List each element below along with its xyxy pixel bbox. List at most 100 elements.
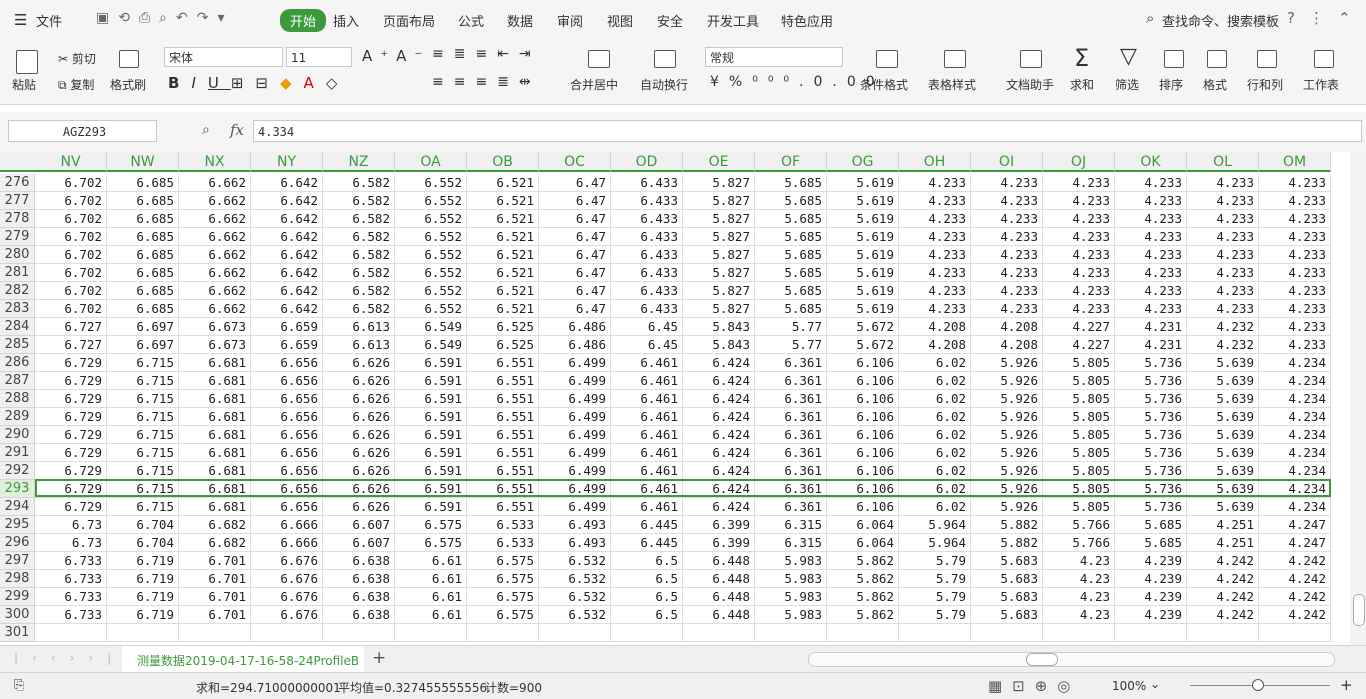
cell[interactable]: 4.242	[1187, 570, 1259, 588]
cell[interactable]: 6.499	[539, 444, 611, 462]
font-select[interactable]: 宋体	[164, 47, 283, 67]
cell[interactable]: 6.551	[467, 462, 539, 480]
cell[interactable]: 6.626	[323, 498, 395, 516]
cell[interactable]: 6.575	[467, 606, 539, 624]
cell[interactable]: 4.242	[1259, 588, 1331, 606]
cell[interactable]: 5.983	[755, 606, 827, 624]
cell[interactable]: 5.827	[683, 282, 755, 300]
cell[interactable]: 5.77	[755, 318, 827, 336]
cell[interactable]: 4.233	[899, 246, 971, 264]
cell[interactable]: 4.233	[899, 264, 971, 282]
cell[interactable]: 4.247	[1259, 534, 1331, 552]
cell[interactable]: 6.626	[323, 426, 395, 444]
cell[interactable]: 5.805	[1043, 462, 1115, 480]
row-number[interactable]: 282	[0, 282, 35, 300]
cell[interactable]: 6.676	[251, 588, 323, 606]
cell[interactable]: 6.45	[611, 318, 683, 336]
column-header[interactable]: NV	[35, 152, 107, 172]
cell[interactable]: 5.926	[971, 354, 1043, 372]
vertical-scrollbar[interactable]	[1350, 152, 1366, 645]
cell[interactable]: 4.233	[899, 174, 971, 192]
cell[interactable]: 6.45	[611, 336, 683, 354]
cell[interactable]: 6.02	[899, 426, 971, 444]
row-number[interactable]: 299	[0, 588, 35, 606]
cell[interactable]: 6.499	[539, 462, 611, 480]
cell[interactable]: 5.683	[971, 606, 1043, 624]
cell[interactable]: 4.232	[1187, 318, 1259, 336]
cell[interactable]: 6.676	[251, 606, 323, 624]
row-number[interactable]: 289	[0, 408, 35, 426]
sheet-tab[interactable]: 测量数据2019-04-17-16-58-24ProfileB	[122, 646, 364, 674]
column-header[interactable]: NZ	[323, 152, 395, 172]
cell[interactable]: 6.591	[395, 372, 467, 390]
cell[interactable]	[395, 624, 467, 642]
cell[interactable]: 6.638	[323, 606, 395, 624]
cell[interactable]: 4.233	[1259, 228, 1331, 246]
cell[interactable]: 6.702	[35, 174, 107, 192]
cell[interactable]: 6.5	[611, 606, 683, 624]
cell[interactable]: 5.79	[899, 570, 971, 588]
cell[interactable]: 5.827	[683, 210, 755, 228]
column-header[interactable]: OK	[1115, 152, 1187, 172]
cell[interactable]: 6.493	[539, 516, 611, 534]
copy-button[interactable]: ⧉ 复制	[58, 76, 94, 93]
cell[interactable]: 4.234	[1259, 390, 1331, 408]
cell[interactable]: 4.239	[1115, 588, 1187, 606]
cell[interactable]: 6.729	[35, 498, 107, 516]
cell[interactable]: 4.242	[1187, 588, 1259, 606]
cell[interactable]: 5.926	[971, 390, 1043, 408]
cell[interactable]: 6.642	[251, 264, 323, 282]
cell[interactable]: 4.242	[1259, 606, 1331, 624]
cell[interactable]: 5.683	[971, 588, 1043, 606]
cell[interactable]: 4.233	[1259, 246, 1331, 264]
ribbon-tab[interactable]: 公式	[458, 15, 485, 30]
cell[interactable]: 6.681	[179, 426, 251, 444]
cell[interactable]: 6.02	[899, 390, 971, 408]
cell[interactable]: 6.399	[683, 516, 755, 534]
cell[interactable]: 4.233	[899, 192, 971, 210]
cell[interactable]: 5.827	[683, 174, 755, 192]
cell[interactable]: 4.239	[1115, 570, 1187, 588]
cell[interactable]: 6.685	[107, 210, 179, 228]
cell[interactable]: 5.882	[971, 516, 1043, 534]
column-header[interactable]: OH	[899, 152, 971, 172]
h-scroll-thumb[interactable]	[1026, 653, 1058, 666]
cell[interactable]: 6.607	[323, 534, 395, 552]
cell[interactable]: 6.106	[827, 426, 899, 444]
filter-button[interactable]: 筛选	[1115, 78, 1140, 92]
cell[interactable]	[899, 624, 971, 642]
cell[interactable]: 6.521	[467, 246, 539, 264]
cell[interactable]	[755, 624, 827, 642]
cell[interactable]: 5.736	[1115, 408, 1187, 426]
cell[interactable]: 4.251	[1187, 534, 1259, 552]
cell[interactable]: 6.729	[35, 462, 107, 480]
cell[interactable]: 6.701	[179, 552, 251, 570]
cell[interactable]: 4.234	[1259, 354, 1331, 372]
cell[interactable]	[251, 624, 323, 642]
column-header[interactable]: NW	[107, 152, 179, 172]
cell[interactable]: 6.552	[395, 174, 467, 192]
cell[interactable]: 4.233	[1259, 174, 1331, 192]
cell[interactable]: 4.233	[1259, 282, 1331, 300]
cell[interactable]: 5.983	[755, 570, 827, 588]
cell[interactable]: 4.233	[1043, 264, 1115, 282]
cut-button[interactable]: ✂ 剪切	[58, 50, 96, 67]
font-grow-shrink[interactable]: A⁺A⁻	[362, 47, 431, 65]
doc-helper-button[interactable]: 文档助手	[1006, 78, 1055, 92]
scroll-thumb[interactable]	[1353, 594, 1365, 626]
cell[interactable]: 6.681	[179, 408, 251, 426]
cell[interactable]: 6.662	[179, 210, 251, 228]
cell[interactable]: 4.233	[1187, 192, 1259, 210]
ribbon-tab[interactable]: 安全	[657, 15, 684, 30]
cell[interactable]: 4.233	[1115, 264, 1187, 282]
cell[interactable]: 6.433	[611, 210, 683, 228]
cell[interactable]: 4.233	[1187, 300, 1259, 318]
column-header[interactable]: OE	[683, 152, 755, 172]
cell[interactable]: 4.233	[899, 210, 971, 228]
cell[interactable]: 6.659	[251, 318, 323, 336]
align-buttons-2[interactable]: ≡≡≡≣⇹	[432, 74, 541, 90]
cell[interactable]: 6.676	[251, 552, 323, 570]
ribbon-tab[interactable]: 视图	[607, 15, 634, 30]
cell[interactable]: 6.582	[323, 264, 395, 282]
cell[interactable]: 5.685	[1115, 516, 1187, 534]
